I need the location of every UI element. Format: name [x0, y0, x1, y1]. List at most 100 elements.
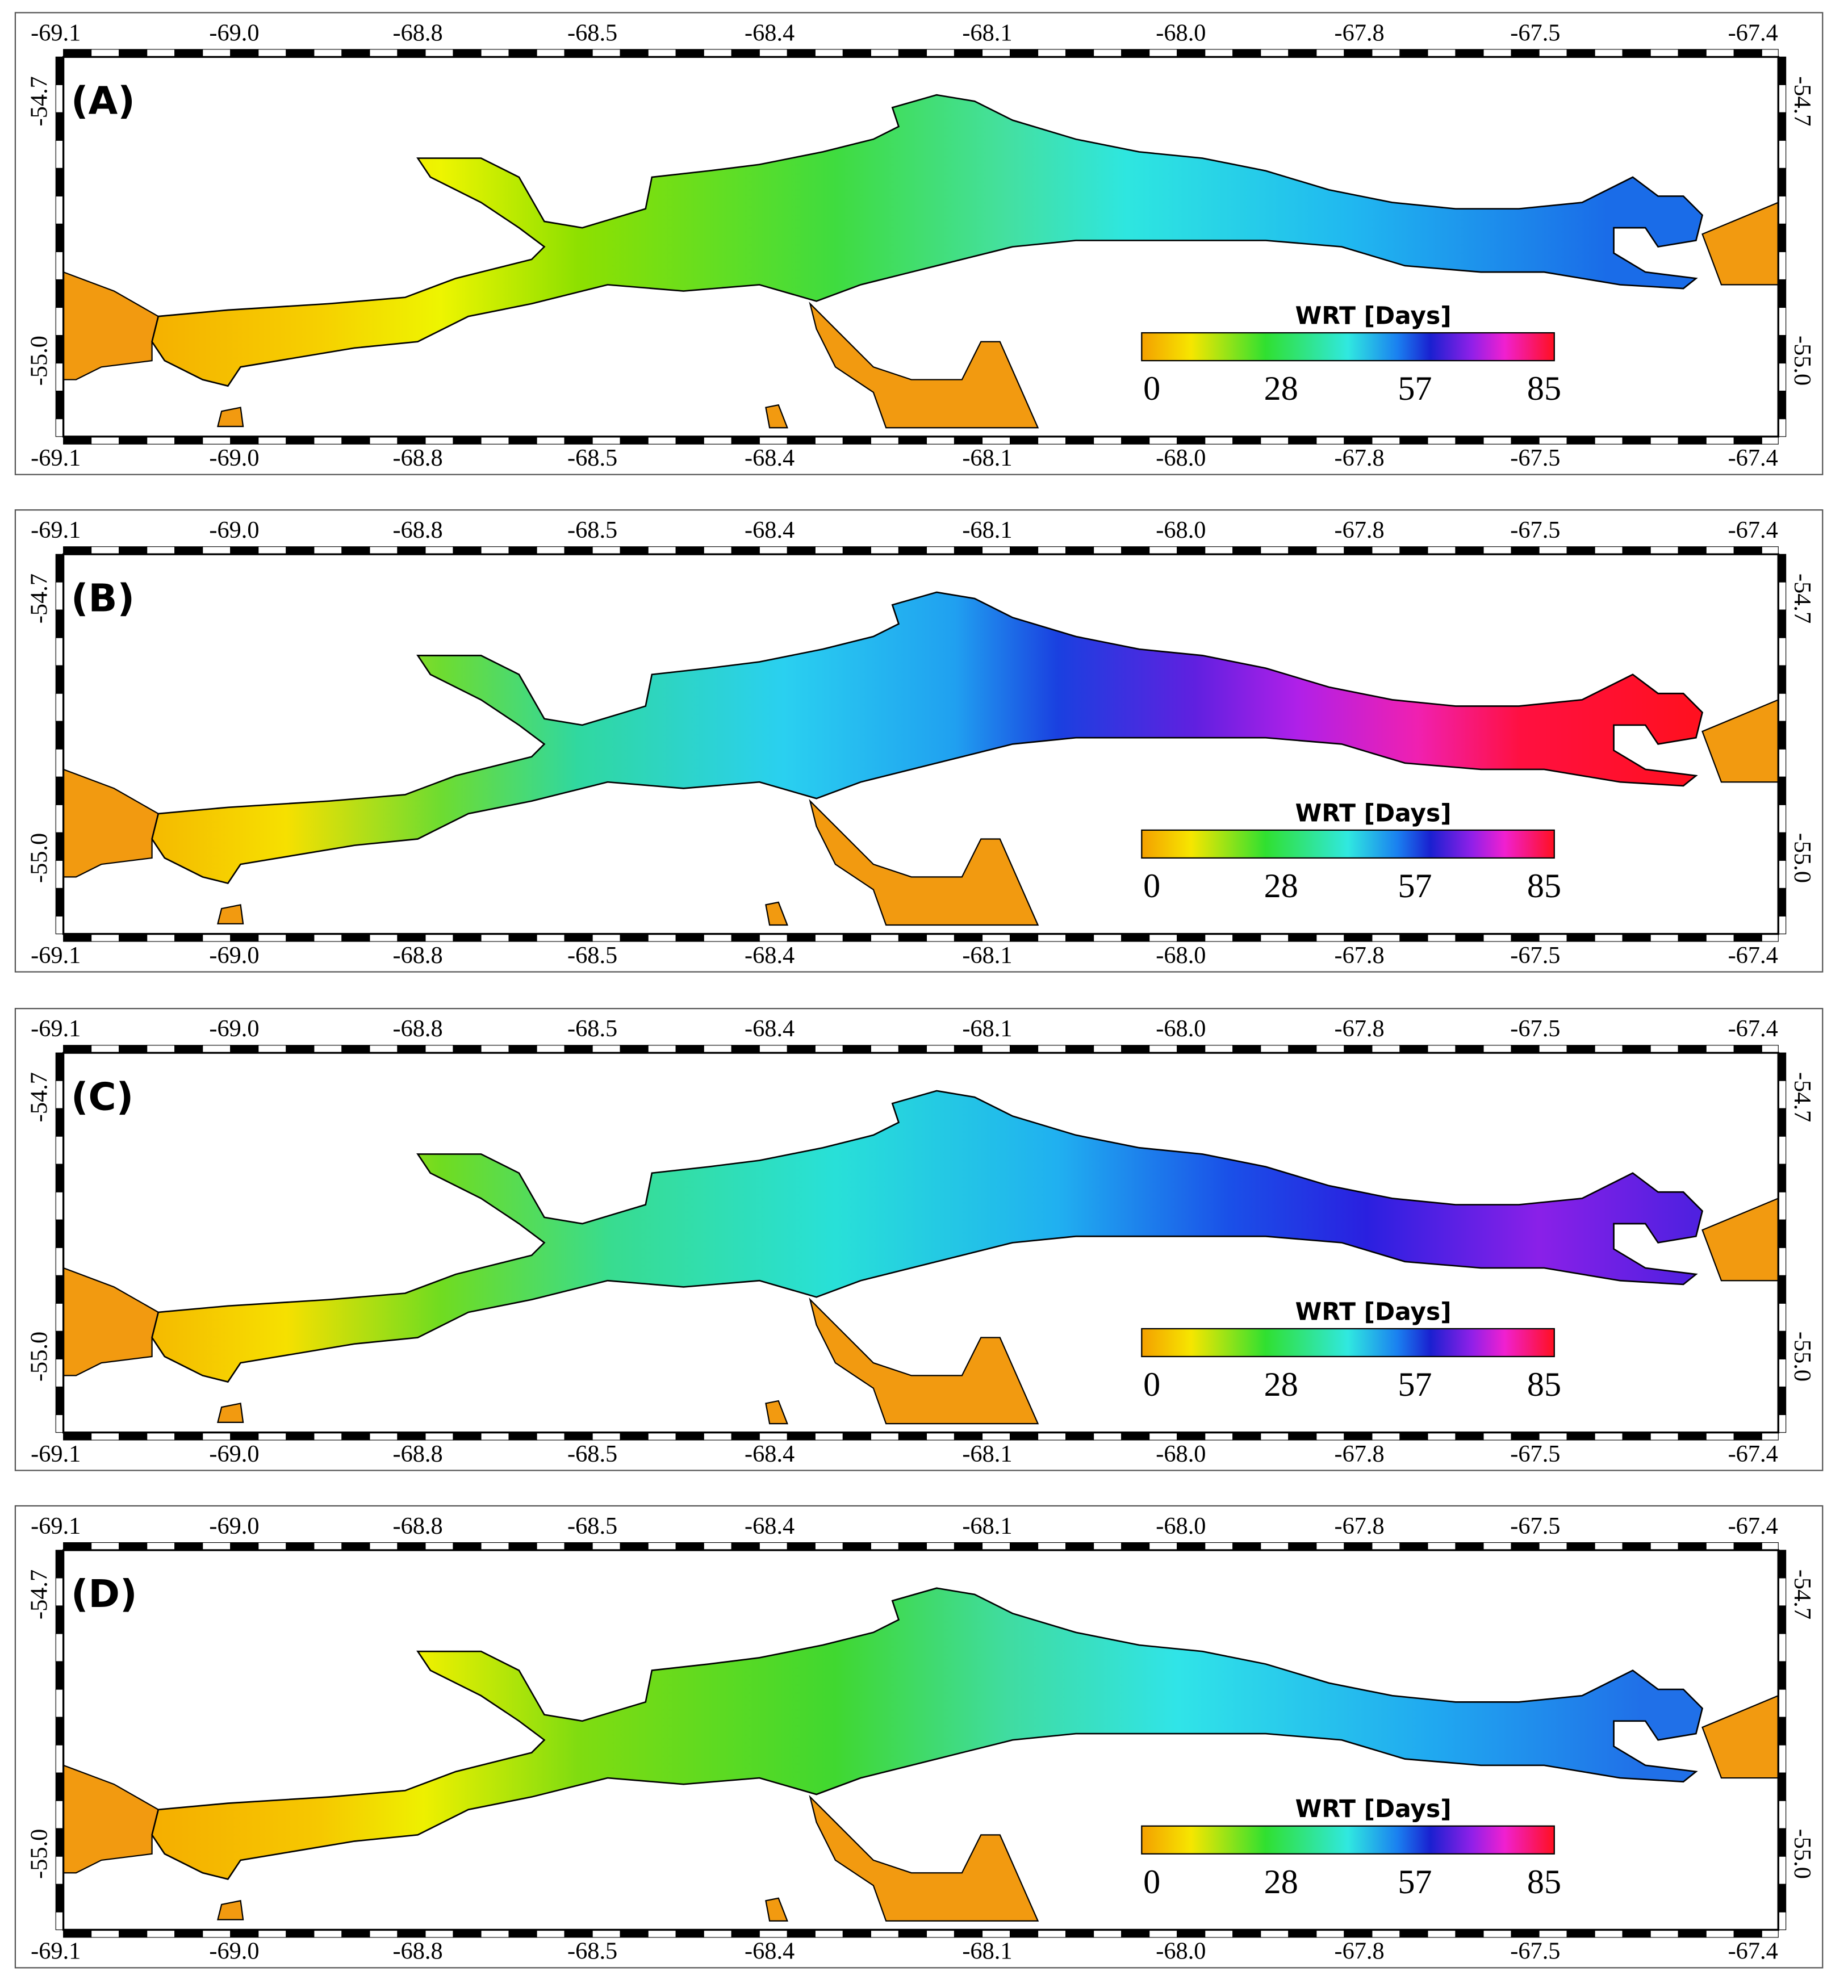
frame-segment — [230, 1045, 259, 1053]
frame-segment — [313, 1432, 342, 1441]
frame-segment — [1205, 1929, 1234, 1938]
frame-segment — [1733, 1542, 1762, 1551]
lon-label: -68.8 — [393, 445, 443, 471]
frame-segment — [63, 1045, 92, 1053]
frame-segment — [55, 554, 64, 583]
frame-segment — [230, 1929, 259, 1938]
frame-segment — [55, 832, 64, 861]
colorbar — [1141, 1825, 1555, 1855]
frame-segment — [898, 1929, 927, 1938]
frame-segment — [1622, 1432, 1651, 1441]
frame-segment — [91, 1045, 120, 1053]
frame-segment — [592, 49, 621, 57]
frame-segment — [536, 1929, 565, 1938]
frame-segment — [759, 49, 788, 57]
frame-segment — [1778, 307, 1787, 336]
frame-segment — [926, 1045, 955, 1053]
frame-segment — [1778, 915, 1787, 935]
frame-segment — [1650, 934, 1679, 942]
frame-segment — [1038, 436, 1067, 445]
frame-segment — [1483, 1542, 1512, 1551]
frame-segment — [1009, 49, 1039, 57]
frame-segment — [1778, 418, 1787, 437]
frame-segment — [703, 436, 732, 445]
frame-segment — [759, 546, 788, 555]
frame-segment — [1232, 436, 1261, 445]
frame-segment — [1566, 1929, 1595, 1938]
frame-segment — [55, 915, 64, 935]
frame-segment — [1778, 168, 1787, 196]
frame-segment — [1260, 49, 1289, 57]
lon-label: -67.5 — [1510, 1513, 1560, 1539]
frame-segment — [341, 1929, 370, 1938]
frame-segment — [1455, 436, 1484, 445]
frame-segment — [981, 546, 1011, 555]
frame-segment — [1065, 934, 1094, 942]
frame-segment — [620, 436, 649, 445]
frame-segment — [1778, 804, 1787, 833]
frame-segment — [926, 1542, 955, 1551]
frame-segment — [1778, 1358, 1787, 1388]
frame-segment — [1594, 546, 1623, 555]
frame-segment — [55, 609, 64, 638]
frame-segment — [55, 721, 64, 750]
frame-segment — [1065, 1045, 1094, 1053]
lon-label: -68.4 — [745, 1441, 795, 1467]
frame-segment — [1427, 1045, 1456, 1053]
frame-segment — [1065, 1432, 1094, 1441]
lat-label: -54.7 — [1789, 1570, 1816, 1619]
lon-label: -67.4 — [1728, 19, 1778, 46]
frame-segment — [1009, 934, 1039, 942]
frame-segment — [1594, 1045, 1623, 1053]
frame-segment — [1566, 1542, 1595, 1551]
lon-label: -67.5 — [1510, 1938, 1560, 1965]
lon-label: -68.1 — [962, 19, 1012, 46]
frame-segment — [1038, 1432, 1067, 1441]
frame-segment — [981, 1929, 1011, 1938]
frame-segment — [63, 934, 92, 942]
frame-segment — [63, 1432, 92, 1441]
lat-label: -55.0 — [1789, 1332, 1816, 1382]
frame-segment — [898, 1542, 927, 1551]
frame-segment — [703, 546, 732, 555]
frame-segment — [592, 1045, 621, 1053]
colorbar-title: WRT [Days] — [1295, 1795, 1452, 1823]
frame-segment — [1778, 721, 1787, 750]
frame-segment — [1761, 1045, 1779, 1053]
frame-segment — [1232, 1432, 1261, 1441]
frame-segment — [870, 934, 899, 942]
frame-segment — [1778, 1247, 1787, 1276]
frame-segment — [147, 1432, 175, 1441]
frame-segment — [369, 934, 398, 942]
colorbar-tick-label: 57 — [1398, 1863, 1432, 1901]
lat-label: -55.0 — [26, 336, 53, 386]
frame-segment — [1778, 1911, 1787, 1931]
frame-segment — [508, 546, 537, 555]
frame-segment — [1316, 49, 1345, 57]
lon-label: -68.0 — [1156, 1441, 1206, 1467]
frame-segment — [981, 49, 1011, 57]
frame-segment — [55, 1884, 64, 1912]
lon-label: -67.8 — [1335, 19, 1385, 46]
frame-segment — [55, 1828, 64, 1857]
frame-segment — [1778, 391, 1787, 420]
frame-segment — [1399, 1542, 1428, 1551]
colorbar-tick-label: 0 — [1143, 867, 1160, 905]
frame-segment — [397, 49, 426, 57]
panel-label: (A) — [71, 79, 135, 123]
frame-segment — [1733, 1929, 1762, 1938]
frame-segment — [55, 140, 64, 169]
frame-segment — [202, 1045, 231, 1053]
frame-segment — [508, 49, 537, 57]
lon-label: -67.8 — [1335, 1441, 1385, 1467]
frame-segment — [313, 934, 342, 942]
frame-segment — [313, 436, 342, 445]
frame-segment — [1065, 1929, 1094, 1938]
lon-label: -68.0 — [1156, 445, 1206, 471]
lon-label: -67.4 — [1728, 445, 1778, 471]
frame-segment — [926, 1432, 955, 1441]
frame-segment — [1093, 546, 1122, 555]
frame-segment — [1778, 1108, 1787, 1137]
frame-segment — [453, 934, 482, 942]
frame-segment — [1121, 934, 1150, 942]
